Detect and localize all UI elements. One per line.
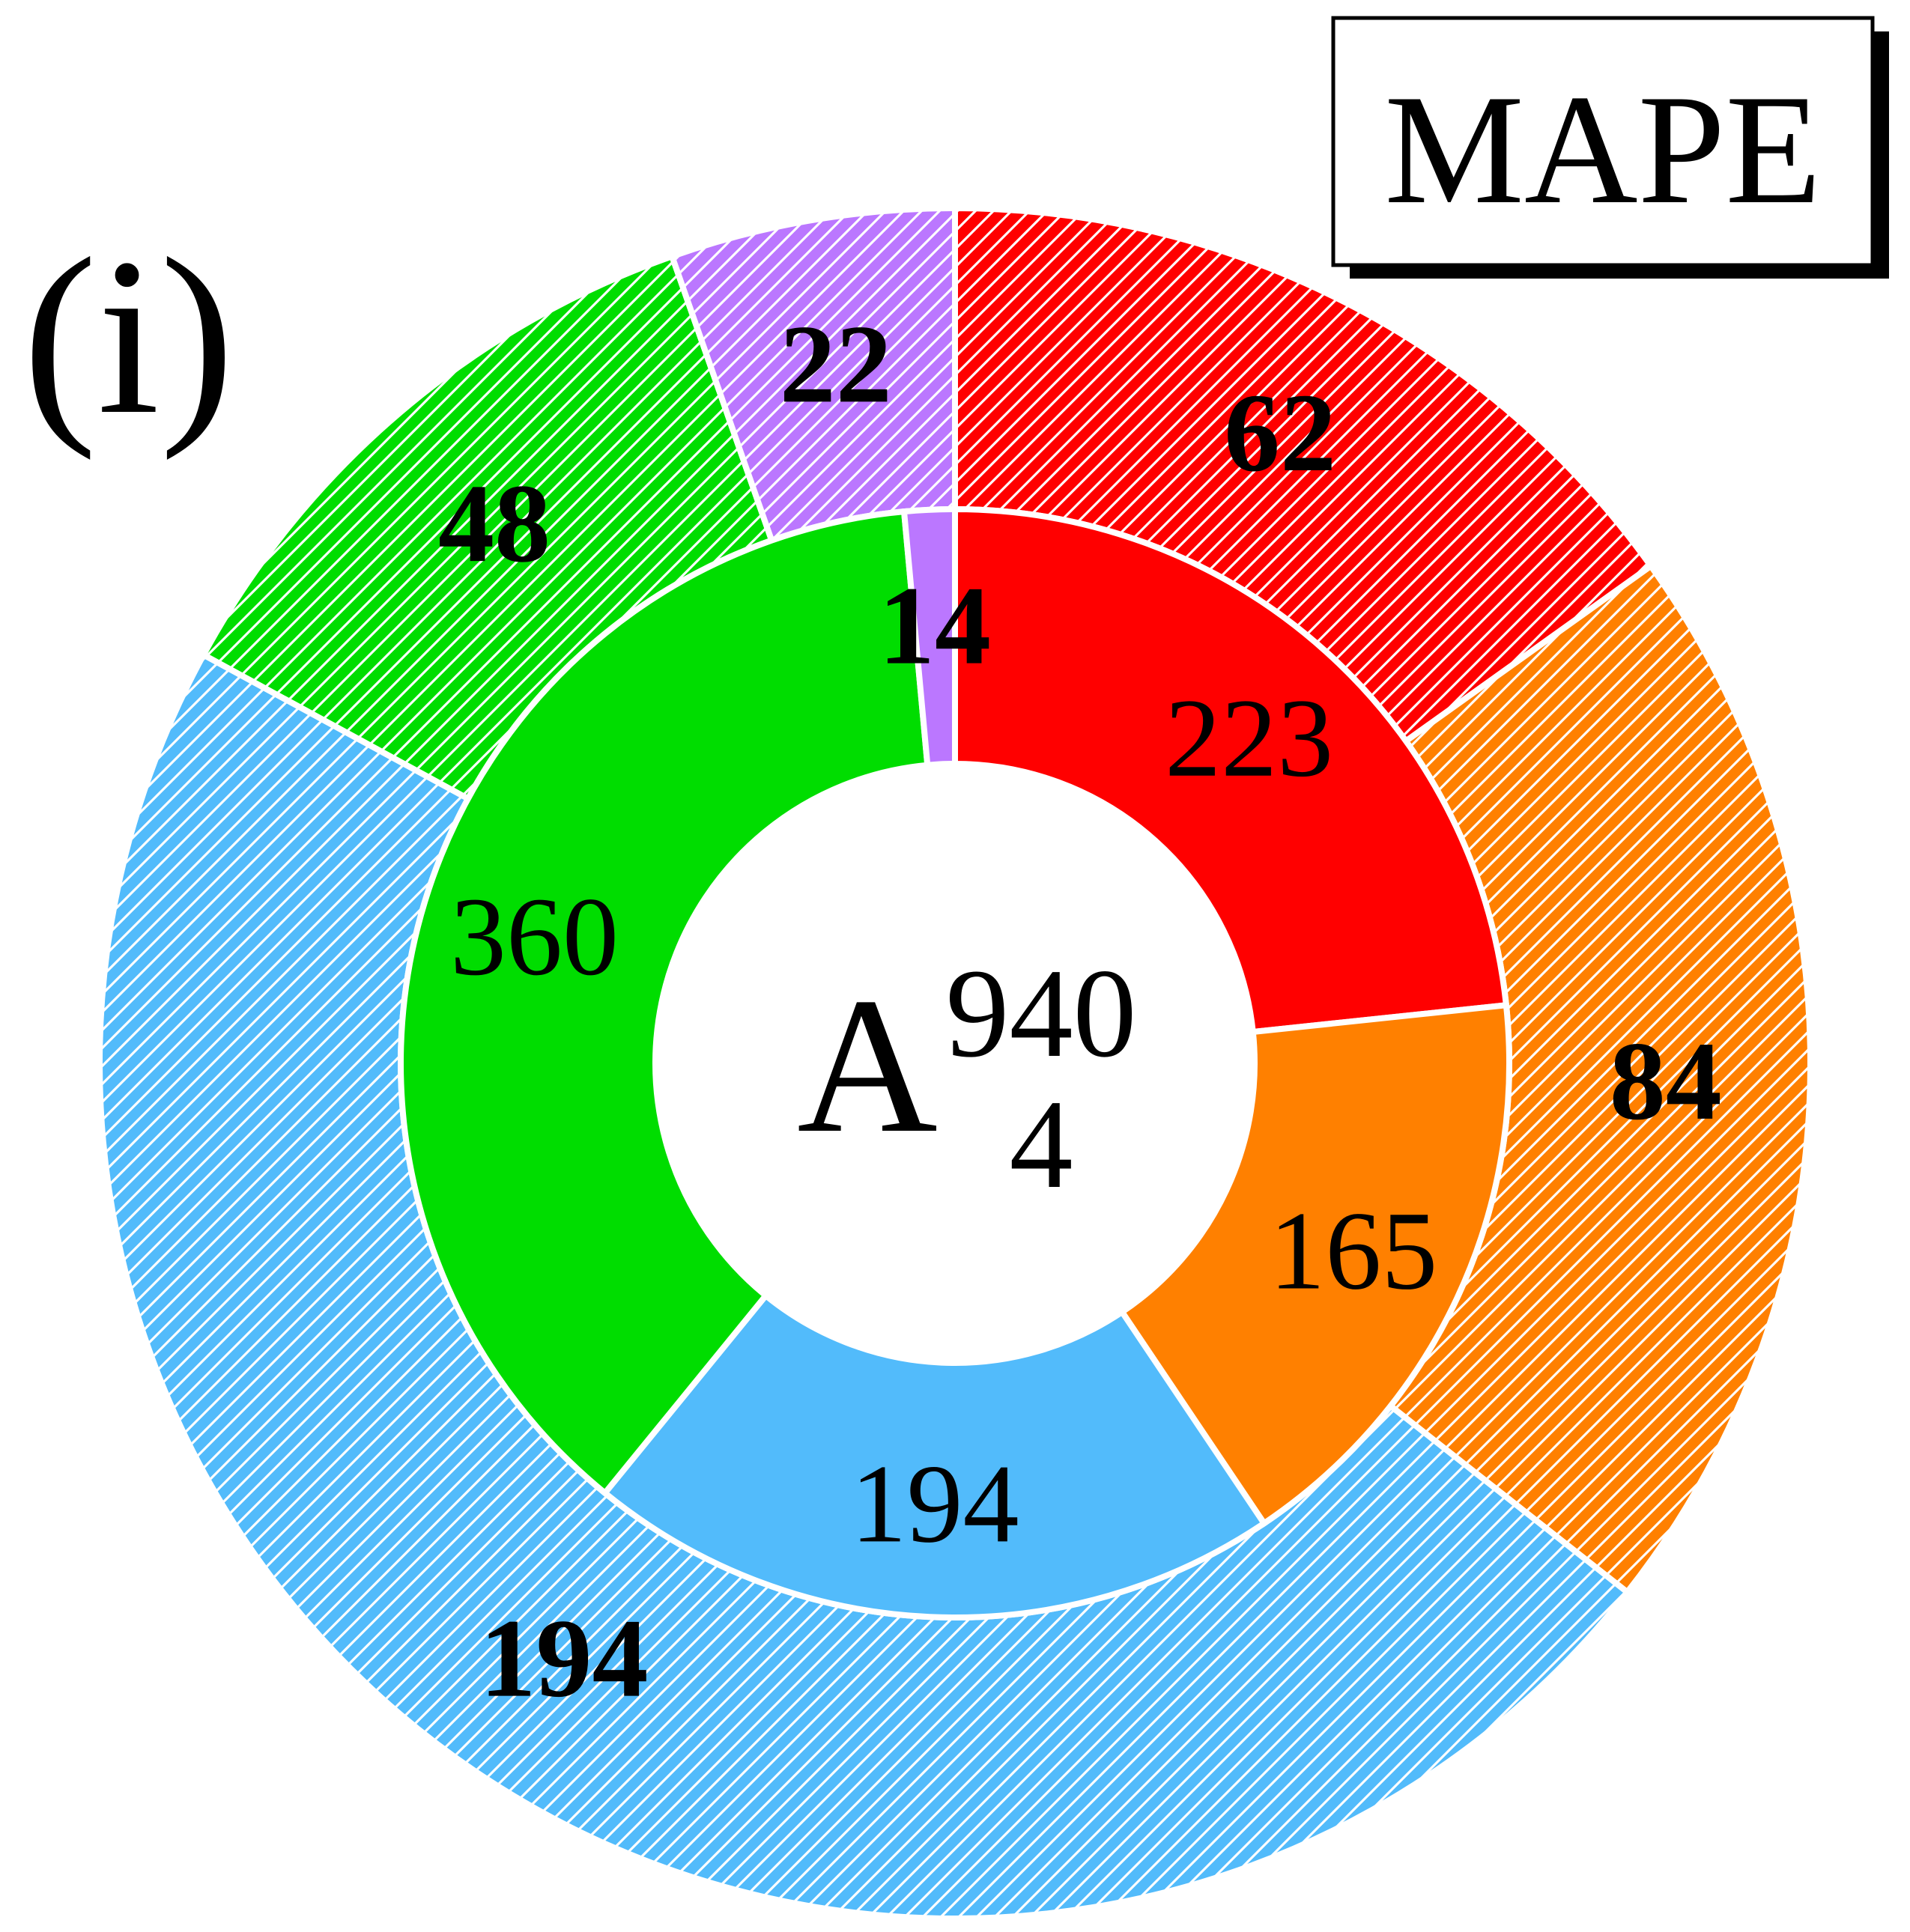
inner-segment-360 xyxy=(398,508,931,1498)
outer-value-label: 48 xyxy=(438,461,551,586)
inner-segment-194 xyxy=(601,1291,1269,1620)
legend-label: MAPE xyxy=(1384,63,1821,237)
outer-value-label: 194 xyxy=(480,1597,649,1721)
inner-segment-14 xyxy=(900,505,958,769)
inner-segment-223 xyxy=(952,505,1510,1036)
outer-value-label: 22 xyxy=(780,302,892,426)
inner-value-label: 223 xyxy=(1165,676,1333,801)
inner-ring xyxy=(398,505,1512,1620)
inner-value-label: 14 xyxy=(879,564,991,688)
inner-value-label: 360 xyxy=(450,875,619,999)
center-letter: A xyxy=(797,958,938,1173)
inner-value-label: 165 xyxy=(1269,1188,1437,1313)
outer-value-label: 84 xyxy=(1610,1019,1722,1143)
segment-labels: 62 84 194 48 22 223 165 194 360 14 xyxy=(438,302,1722,1720)
legend-box: MAPE xyxy=(1331,16,1889,279)
center-top-number: 940 xyxy=(946,943,1137,1084)
center-label: A 940 4 xyxy=(797,943,1136,1215)
inner-value-label: 194 xyxy=(851,1442,1019,1566)
donut-hole xyxy=(658,767,1252,1360)
outer-value-label: 62 xyxy=(1224,371,1336,495)
inner-segment-165 xyxy=(1118,1001,1512,1528)
panel-label: (i) xyxy=(22,212,234,461)
center-bottom-number: 4 xyxy=(1010,1074,1073,1215)
